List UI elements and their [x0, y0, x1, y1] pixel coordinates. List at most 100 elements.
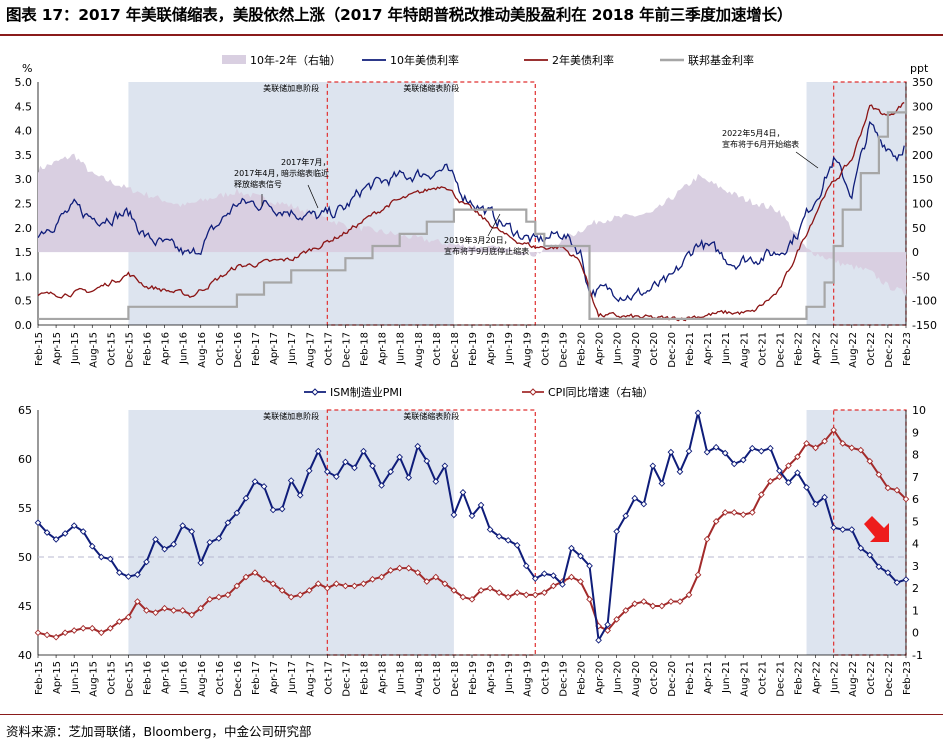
annotation-arrow: [307, 184, 319, 209]
cpi-yoy-point: [739, 511, 747, 519]
cpi-yoy-point: [757, 491, 765, 498]
ism-pmi-point: [785, 479, 792, 486]
x-tick-label: Oct-17: [323, 661, 334, 695]
x-tick-label: Dec-21: [775, 661, 786, 697]
ism-pmi-point: [143, 558, 150, 566]
annotation-text: 2019年3月20日，: [444, 235, 512, 245]
x-tick-label: Aug-15: [88, 661, 99, 697]
ism-pmi-point: [125, 573, 132, 580]
annotation-arrow: [487, 213, 501, 237]
chart-canvas: 美联储加息阶段 美联储缩表阶段0.00.51.01.52.02.53.03.54.…: [15, 53, 937, 697]
x-tick-label: Dec-16: [233, 332, 244, 368]
hike-phase-shade: [128, 410, 454, 655]
ism-pmi-point: [251, 478, 259, 485]
spread-10y-2y-area: [38, 153, 906, 296]
cpi-yoy-point: [450, 587, 458, 594]
y-right-tick-label: -100: [912, 295, 937, 308]
ism-pmi-point: [414, 442, 422, 450]
cpi-yoy-point: [540, 589, 548, 596]
ism-pmi-point: [224, 519, 232, 527]
cpi-yoy-point: [848, 444, 856, 452]
ism-pmi-point: [504, 537, 512, 544]
footer-divider: [0, 714, 943, 715]
x-tick-label: Feb-19: [468, 332, 479, 366]
x-tick-label: Dec-22: [884, 661, 895, 697]
cpi-yoy-point: [43, 631, 51, 639]
x-tick-label: Apr-18: [378, 661, 389, 694]
x-tick-label: Apr-18: [378, 332, 389, 365]
ism-pmi-point: [848, 526, 856, 533]
cpi-yoy-point: [224, 591, 232, 599]
ism-pmi-point: [649, 462, 657, 470]
cpi-yoy-point: [188, 611, 196, 619]
cpi-yoy-point: [106, 624, 114, 632]
ism-pmi-point: [387, 468, 394, 476]
y-right-tick-label: 6: [912, 493, 919, 506]
cpi-yoy-point: [495, 589, 503, 596]
x-tick-label: Apr-22: [812, 661, 823, 694]
cpi-yoy-point: [902, 495, 910, 503]
cpi-yoy-point: [776, 473, 783, 481]
x-tick-label: Apr-15: [52, 332, 63, 365]
ism-pmi-point: [233, 509, 241, 517]
x-tick-label: Apr-21: [703, 332, 714, 365]
ism-pmi-point: [486, 526, 494, 533]
y-right-tick-label: 7: [912, 471, 919, 484]
x-tick-label: Dec-16: [233, 661, 244, 697]
ism-pmi-point: [52, 536, 60, 543]
y-left-tick-label: 0.5: [15, 295, 33, 308]
x-tick-label: Aug-21: [739, 661, 750, 697]
x-tick-label: Apr-16: [161, 332, 172, 365]
cpi-yoy-point: [170, 607, 177, 614]
ism-pmi-point: [875, 563, 883, 571]
cpi-yoy-point: [197, 604, 205, 612]
cpi-yoy-point: [676, 598, 684, 605]
cpi-yoy-point: [387, 567, 394, 574]
y-left-tick-label: 1.5: [15, 246, 33, 259]
x-tick-label: Jun-21: [721, 661, 732, 694]
ism-pmi-point: [640, 500, 648, 508]
y-right-tick-label: 350: [912, 76, 933, 89]
x-tick-label: Apr-20: [595, 661, 606, 694]
ism-pmi-point: [631, 494, 639, 502]
y-right-tick-label: 0: [912, 627, 919, 640]
cpi-yoy-point: [125, 613, 132, 621]
cpi-yoy-point: [215, 593, 223, 601]
ism-pmi-point: [531, 575, 539, 582]
y-right-tick-label: 200: [912, 149, 933, 162]
annotation-arrow: [795, 151, 819, 169]
ism-pmi-point: [188, 528, 196, 535]
x-tick-label: Apr-16: [161, 661, 172, 694]
ism-pmi-point: [97, 553, 105, 561]
legend-label: ISM制造业PMI: [330, 385, 402, 399]
cpi-yoy-point: [513, 589, 521, 596]
y-right-tick-label: 3: [912, 560, 919, 573]
cpi-yoy-point: [342, 582, 349, 590]
x-tick-label: Oct-20: [649, 661, 660, 695]
x-tick-label: Feb-20: [577, 332, 588, 366]
cpi-yoy-point: [568, 573, 575, 581]
cpi-yoy-point: [88, 624, 96, 632]
cpi-yoy-point: [323, 584, 331, 592]
ism-pmi-point: [179, 522, 187, 529]
cpi-yoy-point: [396, 564, 404, 572]
ism-pmi-point: [405, 474, 413, 481]
cpi-yoy-point: [116, 618, 123, 625]
cpi-yoy-point: [405, 564, 413, 572]
x-tick-label: Apr-22: [812, 332, 823, 365]
y-right-tick-label: 250: [912, 125, 933, 138]
x-tick-label: Jun-22: [830, 661, 841, 694]
x-tick-label: Jun-19: [504, 661, 515, 694]
y-left-tick-label: 0.0: [15, 319, 33, 332]
ism-pmi-point: [721, 449, 729, 457]
ism-pmi-point: [378, 482, 385, 489]
x-tick-label: Jun-18: [396, 332, 407, 365]
x-tick-label: Aug-22: [848, 332, 859, 368]
ism-pmi-point: [88, 542, 96, 550]
y-right-unit: ppt: [910, 62, 929, 75]
cpi-yoy-point: [369, 575, 376, 583]
ten-year-yield-line: [37, 120, 905, 303]
x-tick-label: Oct-18: [432, 661, 443, 695]
y-left-tick-label: 45: [18, 600, 32, 613]
cpi-yoy-point: [812, 444, 819, 452]
